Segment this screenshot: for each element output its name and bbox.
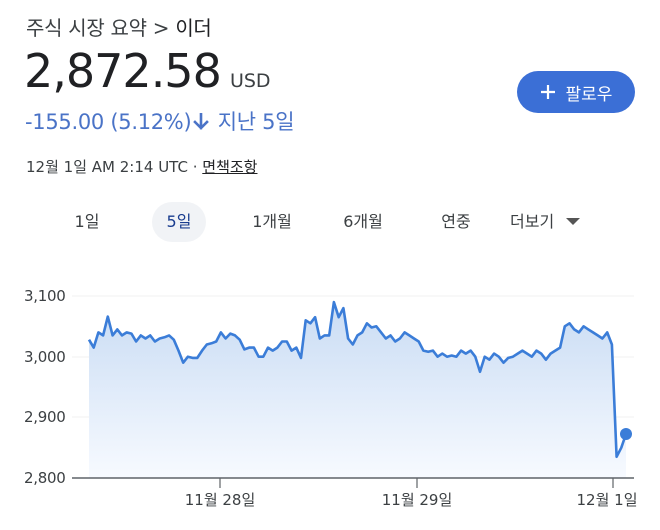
tab-ytd[interactable]: 연중 (441, 212, 471, 231)
currency-label: USD (229, 70, 271, 92)
x-tick-label: 11월 28일 (184, 491, 256, 509)
y-tick-label: 2,900 (24, 408, 66, 426)
breadcrumb-separator: > (152, 16, 170, 40)
y-tick-label: 3,000 (24, 348, 66, 366)
tab-1d[interactable]: 1일 (74, 212, 100, 231)
disclaimer-link[interactable]: 면책조항 (202, 158, 258, 176)
breadcrumb-parent[interactable]: 주식 시장 요약 (26, 16, 147, 40)
plus-icon (540, 85, 555, 99)
price-chart[interactable]: 3,100 3,000 2,900 2,800 11월 28일 11월 29일 … (0, 270, 660, 530)
tab-5d[interactable]: 5일 (152, 202, 206, 242)
breadcrumb-current: 이더 (175, 16, 212, 40)
price-row: 2,872.58 USD (24, 44, 271, 98)
follow-button[interactable]: 팔로우 (517, 71, 635, 113)
timestamp-row: 12월 1일 AM 2:14 UTC · 면책조항 (26, 156, 257, 177)
meta-separator: · (192, 158, 198, 176)
follow-button-label: 팔로우 (565, 84, 613, 104)
change-period: 지난 5일 (217, 110, 295, 134)
current-value-marker (620, 428, 632, 440)
x-tick-label: 12월 1일 (576, 491, 638, 509)
caret-down-icon (566, 218, 581, 225)
y-tick-label: 3,100 (24, 287, 66, 305)
tab-1m[interactable]: 1개월 (252, 212, 292, 231)
timestamp: 12월 1일 AM 2:14 UTC (26, 158, 188, 176)
tab-more[interactable]: 더보기 (510, 202, 600, 242)
chart-area-fill (89, 302, 626, 478)
breadcrumb: 주식 시장 요약 > 이더 (26, 12, 212, 41)
price-change: -155.00 (5.12%) 지난 5일 (25, 106, 295, 136)
chart-plot (72, 295, 634, 488)
change-value: -155.00 (25, 110, 104, 134)
time-range-tabs: 1일 5일 1개월 6개월 연중 더보기 (0, 200, 660, 244)
arrow-down-icon (193, 113, 210, 130)
tab-6m[interactable]: 6개월 (343, 212, 383, 231)
chart-line (87, 300, 628, 459)
tab-more-label: 더보기 (510, 212, 555, 231)
y-tick-label: 2,800 (24, 469, 66, 487)
x-tick-label: 11월 29일 (381, 491, 453, 509)
current-price: 2,872.58 (24, 44, 222, 98)
change-percent: (5.12%) (110, 110, 192, 134)
